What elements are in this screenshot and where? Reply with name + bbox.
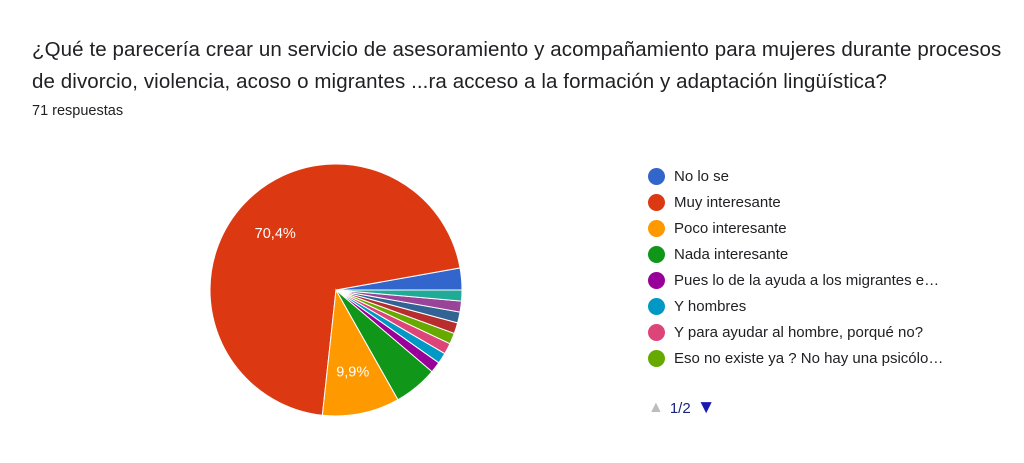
page-indicator: 1/2 bbox=[669, 399, 691, 417]
legend-label: Nada interesante bbox=[674, 245, 789, 263]
legend-label: Y para ayudar al hombre, porqué no? bbox=[674, 323, 924, 341]
legend-swatch-icon bbox=[648, 219, 665, 237]
pie-slice[interactable] bbox=[335, 289, 463, 302]
legend-swatch-icon bbox=[648, 193, 665, 211]
pie-slice[interactable] bbox=[321, 288, 399, 417]
triangle-down-icon[interactable]: ▼ bbox=[696, 397, 716, 418]
legend-label: Muy interesante bbox=[674, 193, 781, 211]
legend-label: Poco interesante bbox=[674, 219, 787, 237]
legend-swatch-icon bbox=[648, 245, 665, 263]
legend-swatch-icon bbox=[648, 167, 665, 185]
legend-label: No lo se bbox=[674, 167, 730, 185]
legend-item-poco-interesante[interactable]: Poco interesante bbox=[648, 215, 998, 241]
slice-data-label: 9,9% bbox=[336, 364, 369, 380]
chart-legend: No lo se Muy interesante Poco interesant… bbox=[648, 163, 998, 371]
legend-item-migrantes[interactable]: Pues lo de la ayuda a los migrantes e… bbox=[648, 267, 998, 293]
legend-pager: ▲ 1/2 ▼ bbox=[648, 397, 716, 419]
legend-swatch-icon bbox=[648, 349, 665, 367]
legend-item-ayudar-hombre[interactable]: Y para ayudar al hombre, porqué no? bbox=[648, 319, 998, 345]
legend-swatch-icon bbox=[648, 297, 665, 315]
legend-swatch-icon bbox=[648, 271, 665, 289]
legend-label: Y hombres bbox=[674, 297, 747, 315]
legend-label: Pues lo de la ayuda a los migrantes e… bbox=[674, 271, 940, 289]
legend-item-y-hombres[interactable]: Y hombres bbox=[648, 293, 998, 319]
question-title: ¿Qué te parecería crear un servicio de a… bbox=[32, 38, 1002, 93]
legend-item-psicologo[interactable]: Eso no existe ya ? No hay una psicólo… bbox=[648, 345, 998, 371]
triangle-up-icon[interactable]: ▲ bbox=[648, 399, 664, 416]
slice-data-label: 70,4% bbox=[255, 226, 296, 242]
legend-item-nada-interesante[interactable]: Nada interesante bbox=[648, 241, 998, 267]
legend-swatch-icon bbox=[648, 323, 665, 341]
legend-item-no-lo-se[interactable]: No lo se bbox=[648, 163, 998, 189]
pie-slice[interactable] bbox=[209, 163, 461, 416]
response-count: 71 respuestas bbox=[32, 103, 124, 119]
legend-item-muy-interesante[interactable]: Muy interesante bbox=[648, 189, 998, 215]
legend-label: Eso no existe ya ? No hay una psicólo… bbox=[674, 349, 944, 367]
pie-chart: 70,4% 9,9% bbox=[209, 163, 463, 417]
